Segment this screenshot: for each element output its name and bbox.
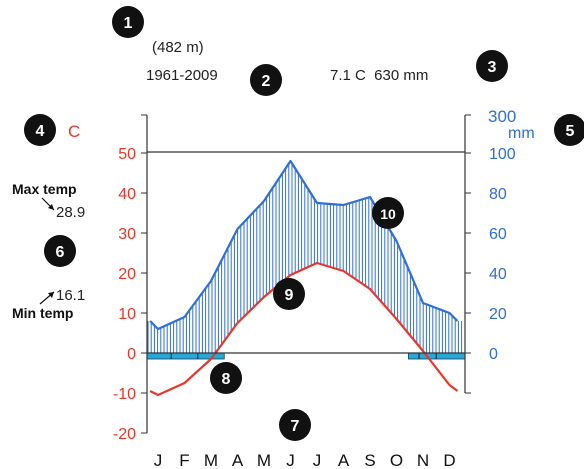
marker-number: 4 xyxy=(36,123,45,140)
precip-unit-label: mm xyxy=(508,125,535,142)
marker-number: 3 xyxy=(488,59,497,76)
marker-circle xyxy=(476,50,508,82)
left-tick-label: 0 xyxy=(127,346,136,363)
marker-number: 8 xyxy=(222,371,231,388)
marker-4: 4 xyxy=(24,114,56,146)
marker-number: 9 xyxy=(285,287,294,304)
marker-number: 2 xyxy=(262,73,271,90)
marker-number: 6 xyxy=(56,244,65,261)
precip-unit-300-label: 300 xyxy=(488,107,516,126)
marker-9: 9 xyxy=(273,278,305,310)
month-label: S xyxy=(364,451,375,469)
precipitation-line xyxy=(149,159,459,331)
numbered-markers: 1 2 3 4 5 6 7 8 9 10 xyxy=(24,6,584,441)
marker-2: 2 xyxy=(250,64,282,96)
marker-circle xyxy=(210,362,242,394)
marker-circle xyxy=(24,114,56,146)
left-tick-label: 40 xyxy=(118,186,136,203)
marker-circle xyxy=(112,6,144,38)
annual-summary-label: 7.1 C 630 mm xyxy=(330,67,428,84)
marker-6: 6 xyxy=(44,235,76,267)
max-temp-value: 28.9 xyxy=(56,204,85,221)
left-tick-label: 30 xyxy=(118,226,136,243)
marker-circle xyxy=(554,114,584,146)
marker-5: 5 xyxy=(554,114,584,146)
marker-7: 7 xyxy=(279,409,311,441)
right-tick-label: 40 xyxy=(489,266,507,283)
temperature-line xyxy=(149,261,459,397)
month-label: N xyxy=(417,451,429,469)
right-tick-label: 60 xyxy=(489,226,507,243)
left-tick-label: 10 xyxy=(118,306,136,323)
left-tick-label: -20 xyxy=(113,426,136,443)
left-tick-label: 50 xyxy=(118,146,136,163)
marker-circle xyxy=(372,197,404,229)
marker-10: 10 xyxy=(372,197,404,229)
max-temp-arrowhead xyxy=(48,204,54,210)
data-lines xyxy=(149,159,459,397)
right-tick-label: 0 xyxy=(489,346,498,363)
left-tick-label: -10 xyxy=(113,386,136,403)
month-label: J xyxy=(154,451,163,469)
elevation-label: (482 m) xyxy=(152,39,204,56)
frost-period-bars xyxy=(146,352,466,360)
temp-unit-label: C xyxy=(68,122,80,141)
max-temp-label: Max temp xyxy=(12,181,77,197)
marker-number: 1 xyxy=(124,15,133,32)
axes xyxy=(141,114,471,434)
marker-circle xyxy=(250,64,282,96)
month-label: M xyxy=(257,451,271,469)
month-label: J xyxy=(313,451,322,469)
period-label: 1961-2009 xyxy=(146,67,218,84)
marker-number: 5 xyxy=(566,123,575,140)
min-temp-label: Min temp xyxy=(12,305,73,321)
marker-circle xyxy=(44,235,76,267)
marker-number: 7 xyxy=(291,418,300,435)
marker-8: 8 xyxy=(210,362,242,394)
right-tick-label: 80 xyxy=(489,186,507,203)
month-label: M xyxy=(204,451,218,469)
left-tick-label: 20 xyxy=(118,266,136,283)
month-label: J xyxy=(286,451,295,469)
marker-1: 1 xyxy=(112,6,144,38)
marker-number: 10 xyxy=(380,206,396,222)
month-label: D xyxy=(443,451,455,469)
marker-circle xyxy=(279,409,311,441)
min-temp-value: 16.1 xyxy=(56,287,85,304)
month-label: F xyxy=(179,451,189,469)
month-label: A xyxy=(232,451,244,469)
marker-3: 3 xyxy=(476,50,508,82)
right-tick-label: 100 xyxy=(489,146,516,163)
min-temp-arrowhead xyxy=(48,292,54,298)
month-label: O xyxy=(390,451,403,469)
right-tick-label: 20 xyxy=(489,306,507,323)
month-label: A xyxy=(338,451,350,469)
precipitation-hatching xyxy=(147,163,463,353)
marker-circle xyxy=(273,278,305,310)
